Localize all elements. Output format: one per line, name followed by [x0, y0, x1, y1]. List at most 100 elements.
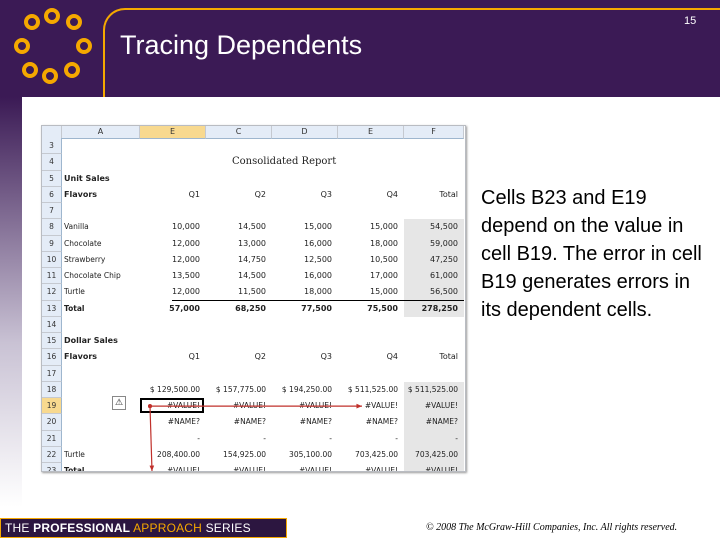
- row-header: 21: [42, 430, 62, 447]
- dollar-value: $ 129,500.00: [149, 384, 200, 394]
- dollar-sales-label: Dollar Sales: [64, 336, 118, 345]
- row-header: 5: [42, 170, 62, 187]
- circles-logo-icon: [14, 8, 92, 84]
- row-header: 11: [42, 268, 62, 285]
- quarter-header: Q2: [254, 189, 266, 199]
- column-header: A: [62, 126, 140, 139]
- flavor-label: Turtle: [64, 449, 85, 459]
- sales-value: 59,000: [430, 238, 458, 248]
- row-header: 4: [42, 154, 62, 171]
- total-column-shade: [404, 219, 464, 317]
- row-header: 8: [42, 219, 62, 236]
- dollar-value: $ 511,525.00: [407, 384, 458, 394]
- dollar-value: #VALUE!: [298, 466, 332, 472]
- dollar-value: -: [395, 433, 398, 443]
- spreadsheet-screenshot: A E C D E F 3 4 5 6 7 8 9 10 11 12 13 14 15 16 17 18 19 20 21 22 2…: [41, 125, 466, 472]
- flavor-label: Vanilla: [64, 222, 89, 232]
- dollar-value: $ 511,525.00: [347, 384, 398, 394]
- flavor-label: Total: [64, 466, 85, 472]
- flavor-label: Chocolate: [64, 238, 102, 248]
- row-header: 12: [42, 284, 62, 301]
- arrow-to-b23: [149, 406, 153, 471]
- sales-value: 61,000: [430, 271, 458, 280]
- title-panel: [103, 8, 720, 97]
- dollar-value: #VALUE!: [298, 401, 332, 410]
- sales-value: 14,500: [238, 271, 266, 280]
- sales-value: 17,000: [370, 271, 398, 280]
- sales-value: 56,500: [430, 287, 458, 297]
- quarter-header: Q2: [254, 352, 266, 362]
- row-header: 22: [42, 446, 62, 463]
- dollar-value: $ 157,775.00: [215, 384, 266, 394]
- sales-value: 77,500: [301, 303, 332, 313]
- sales-value: 10,000: [172, 222, 200, 232]
- sales-value: 75,500: [367, 303, 398, 313]
- footer-prefix: THE: [5, 521, 34, 535]
- quarter-header: Q3: [320, 352, 332, 362]
- left-gradient-strip: [0, 97, 22, 507]
- dollar-value: #NAME?: [425, 417, 458, 427]
- row-header: 13: [42, 300, 62, 317]
- dollar-value: #NAME?: [365, 417, 398, 427]
- sales-value: 54,500: [430, 222, 458, 232]
- sales-value: 18,000: [370, 238, 398, 248]
- column-header: D: [272, 126, 338, 139]
- dollar-value: #VALUE!: [364, 401, 398, 410]
- row-header: 6: [42, 186, 62, 203]
- dollar-value: #NAME?: [299, 417, 332, 427]
- sales-value: 15,000: [370, 287, 398, 297]
- dollar-value: -: [263, 433, 266, 443]
- dollar-value: #VALUE!: [232, 466, 266, 472]
- sales-value: 47,250: [430, 254, 458, 264]
- slide-title: Tracing Dependents: [120, 30, 363, 60]
- quarter-header: Q4: [386, 352, 398, 362]
- footer-professional: PROFESSIONAL: [33, 521, 131, 535]
- sales-value: 12,000: [172, 287, 200, 297]
- sales-value: 12,000: [172, 254, 200, 264]
- dollar-value: 305,100.00: [289, 449, 332, 459]
- row-header: 17: [42, 365, 62, 382]
- sales-value: 16,000: [304, 238, 332, 248]
- row-header: 3: [42, 138, 62, 155]
- quarter-header: Q4: [386, 189, 398, 199]
- dollar-value: $ 194,250.00: [281, 384, 332, 394]
- dollar-value: #VALUE!: [424, 401, 458, 410]
- dollar-value: 208,400.00: [157, 449, 200, 459]
- dollar-value: #VALUE!: [166, 401, 200, 410]
- flavor-label: Turtle: [64, 287, 85, 297]
- error-indicator-icon: ⚠: [112, 396, 126, 410]
- series-footer: THE PROFESSIONAL APPROACH SERIES: [0, 518, 287, 538]
- sales-value: 15,000: [304, 222, 332, 232]
- unit-sales-label: Unit Sales: [64, 173, 110, 183]
- slide-body-text: Cells B23 and E19 depend on the value in…: [481, 187, 702, 321]
- row-header: 23: [42, 463, 62, 471]
- quarter-header: Q1: [188, 352, 200, 362]
- dollar-value: 703,425.00: [415, 449, 458, 459]
- dollar-value: 154,925.00: [223, 449, 266, 459]
- dollar-value: 703,425.00: [355, 449, 398, 459]
- dollar-value: -: [197, 433, 200, 443]
- quarter-header: Total: [439, 352, 458, 362]
- column-header: E: [140, 126, 206, 139]
- row-header: 19: [42, 398, 62, 415]
- footer-suffix: SERIES: [202, 521, 251, 535]
- row-header: 7: [42, 203, 62, 220]
- column-header: F: [404, 126, 464, 139]
- copyright-notice: © 2008 The McGraw-Hill Companies, Inc. A…: [426, 522, 678, 533]
- sales-value: 14,500: [238, 222, 266, 232]
- dollar-value: -: [455, 433, 458, 443]
- dollar-value: #NAME?: [233, 417, 266, 427]
- total-rule: [172, 299, 464, 301]
- quarter-header: Q1: [188, 189, 200, 199]
- quarter-header: Q3: [320, 189, 332, 199]
- row-header: 20: [42, 414, 62, 431]
- flavors-header: Flavors: [64, 352, 98, 362]
- flavor-label: Chocolate Chip: [64, 271, 121, 280]
- sales-value: 68,250: [235, 303, 266, 313]
- row-header: 14: [42, 316, 62, 333]
- row-header: 9: [42, 235, 62, 252]
- total-column-shade: [404, 381, 464, 471]
- sales-value: 15,000: [370, 222, 398, 232]
- row-header: 10: [42, 251, 62, 268]
- sales-value: 12,000: [172, 238, 200, 248]
